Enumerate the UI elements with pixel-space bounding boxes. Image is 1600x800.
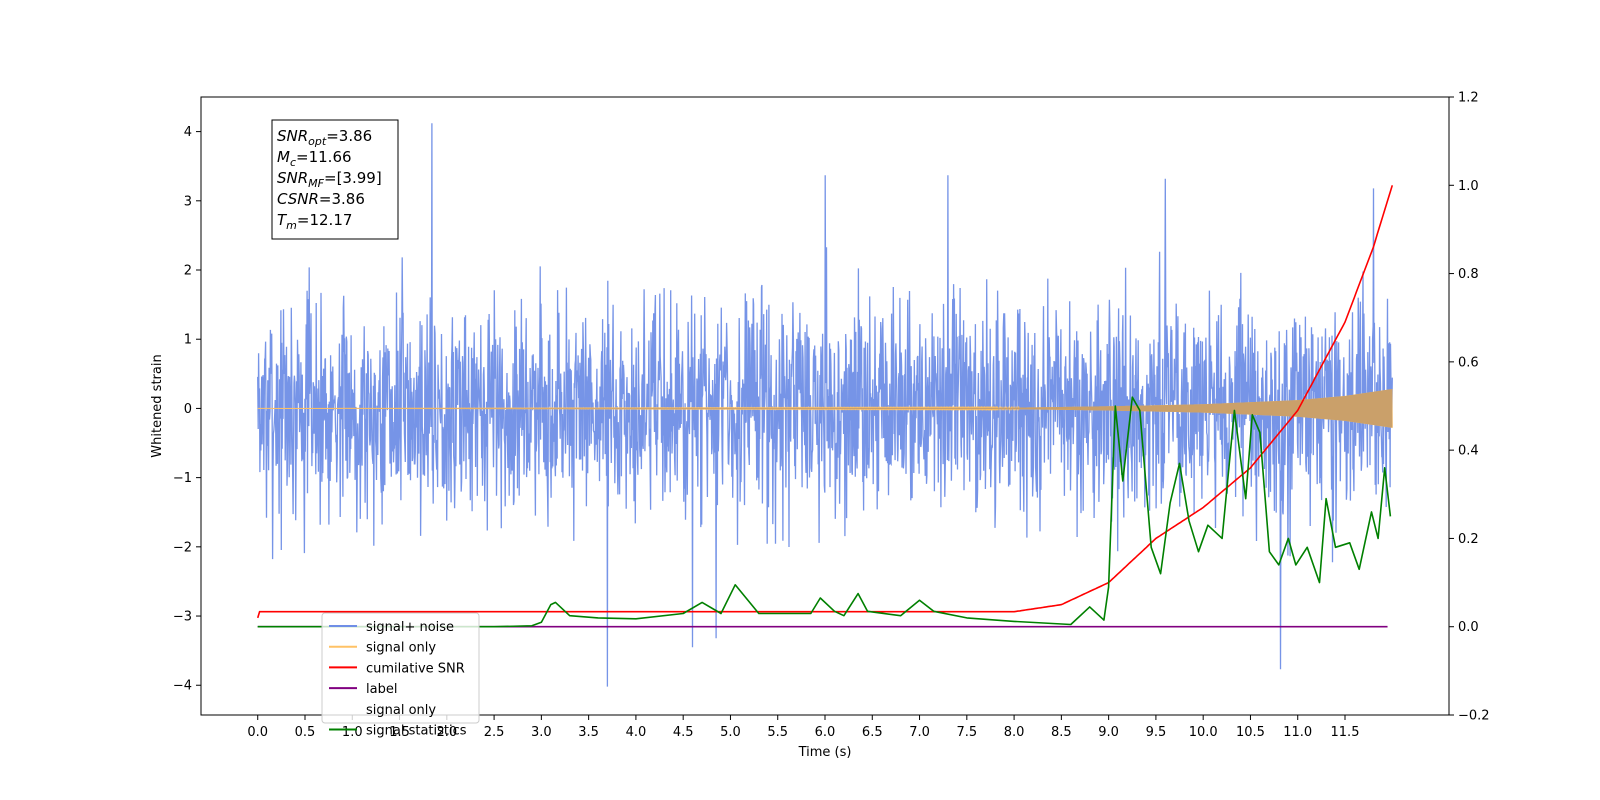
x-tick-label: 3.5	[578, 725, 599, 740]
annotation-line: CSNR=3.86	[277, 190, 365, 208]
y2-tick-label: 0.6	[1458, 355, 1479, 370]
x-tick-label: 5.5	[767, 725, 788, 740]
x-axis-label: Time (s)	[798, 745, 852, 760]
y-axis-left: −4 −3 −2 −1 0 1 2 3 4	[173, 125, 201, 694]
x-tick-label: 10.5	[1236, 725, 1265, 740]
annotation-line: Mc=11.66	[277, 148, 352, 169]
annotation-line: SNRMF=[3.99]	[277, 169, 382, 190]
x-tick-label: 6.0	[815, 725, 836, 740]
legend-label: label	[366, 682, 397, 697]
signal-noise-line	[257, 123, 1393, 687]
x-tick-label: 10.0	[1189, 725, 1218, 740]
x-tick-label: 7.0	[909, 725, 930, 740]
annotation-line: Tm=12.17	[277, 211, 352, 232]
y-tick-label: −2	[173, 540, 192, 555]
series-signal-only	[257, 389, 1393, 428]
plot-area	[256, 123, 1394, 687]
y2-tick-label: −0.2	[1458, 709, 1490, 724]
series-signal-statistics	[257, 396, 1392, 628]
x-tick-label: 1.5	[389, 725, 410, 740]
x-tick-label: 0.5	[295, 725, 316, 740]
cumulative-snr-line	[256, 185, 1394, 619]
y-tick-label: −3	[173, 610, 192, 625]
legend: signal+ noise signal only cumilative SNR la…	[321, 612, 480, 739]
x-tick-label: 5.0	[720, 725, 741, 740]
y-tick-label: 0	[184, 402, 192, 417]
legend-label: signal only	[366, 703, 436, 718]
x-tick-label: 7.5	[956, 725, 977, 740]
y2-tick-label: 1.2	[1458, 91, 1479, 106]
x-tick-label: 1.0	[342, 725, 363, 740]
x-tick-label: 6.5	[862, 725, 883, 740]
x-tick-label: 8.5	[1051, 725, 1072, 740]
y-tick-label: 1	[184, 333, 192, 348]
series-signal-noise	[257, 123, 1393, 687]
y2-tick-label: 1.0	[1458, 179, 1479, 194]
x-tick-label: 4.5	[673, 725, 694, 740]
signal-only-envelope	[257, 389, 1393, 428]
x-tick-label: 4.0	[626, 725, 647, 740]
x-tick-label: 9.0	[1098, 725, 1119, 740]
y-axis-label: Whitened strain	[150, 354, 165, 457]
y2-tick-label: 0.0	[1458, 620, 1479, 635]
y-tick-label: −4	[173, 679, 192, 694]
y2-tick-label: 0.2	[1458, 532, 1479, 547]
x-tick-label: 11.0	[1283, 725, 1312, 740]
y-tick-label: 2	[184, 264, 192, 279]
annotation-frame	[271, 119, 399, 240]
x-tick-label: 0.0	[247, 725, 268, 740]
legend-label: signal+ noise	[366, 620, 454, 635]
x-tick-label: 9.5	[1146, 725, 1167, 740]
x-tick-label: 2.5	[484, 725, 505, 740]
y-tick-label: 3	[184, 194, 192, 209]
y-tick-label: 4	[184, 125, 192, 140]
x-tick-label: 11.5	[1331, 725, 1360, 740]
legend-label: cumilative SNR	[366, 661, 465, 676]
y-axis-right: −0.2 0.0 0.2 0.4 0.6 0.8 1.0 1.2	[1449, 91, 1490, 724]
legend-label: signal statistics	[366, 724, 467, 739]
x-tick-label: 8.0	[1004, 725, 1025, 740]
x-tick-label: 3.0	[531, 725, 552, 740]
signal-statistics-line	[257, 396, 1392, 628]
y-tick-label: −1	[173, 471, 192, 486]
annotation-line: SNRopt=3.86	[277, 127, 372, 148]
y2-tick-label: 0.4	[1458, 444, 1479, 459]
stats-annotation-box: SNRopt=3.86Mc=11.66SNRMF=[3.99]CSNR=3.86…	[271, 119, 399, 240]
series-cumulative-snr	[256, 185, 1394, 619]
y2-tick-label: 0.8	[1458, 267, 1479, 282]
x-tick-label: 2.0	[436, 725, 457, 740]
legend-frame	[321, 612, 480, 724]
legend-label: signal only	[366, 641, 436, 656]
